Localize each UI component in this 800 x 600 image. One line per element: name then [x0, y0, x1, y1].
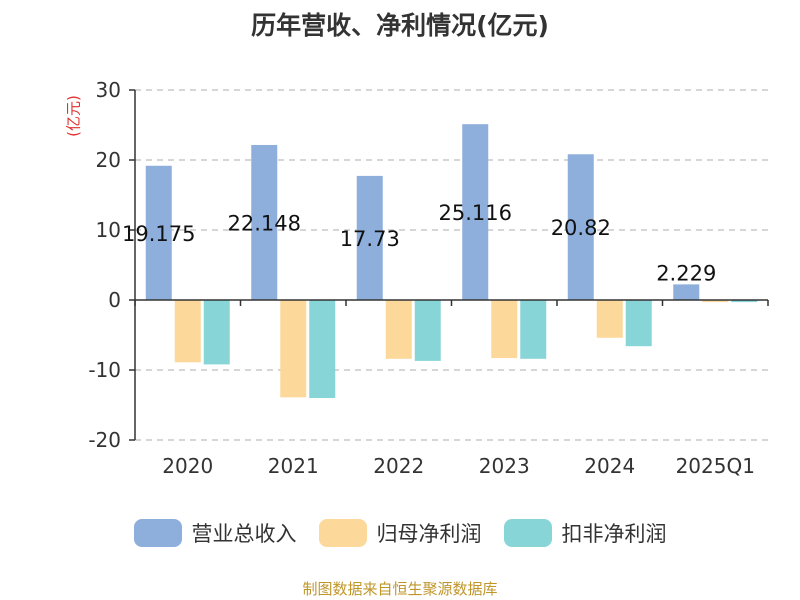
- legend-label-net-profit: 归母净利润: [376, 522, 482, 546]
- legend-item-revenue[interactable]: 营业总收入: [133, 518, 297, 548]
- legend-swatch-net-profit: [318, 519, 367, 547]
- data-label: 19.175: [122, 222, 195, 246]
- bar-series-0-2021: [251, 144, 278, 300]
- bar-series-0-2025Q1: [673, 284, 700, 300]
- bar-series-1-2025Q1: [702, 300, 729, 303]
- bar-series-2-2025Q1: [731, 300, 758, 303]
- legend-item-net-profit[interactable]: 归母净利润: [318, 518, 482, 548]
- axes: [129, 89, 769, 441]
- data-label: 25.116: [439, 201, 512, 225]
- legend-label-deducted-profit: 扣非净利润: [561, 522, 667, 546]
- bar-series-1-2022: [385, 300, 412, 359]
- bar-series-2-2022: [414, 300, 441, 361]
- bar-series-2-2020: [203, 300, 230, 365]
- bar-series-0-2020: [145, 165, 172, 300]
- bar-series-0-2024: [567, 154, 594, 300]
- bar-series-1-2023: [491, 300, 518, 359]
- bar-series-0-2022: [356, 175, 383, 300]
- data-source-note: 制图数据来自恒生聚源数据库: [302, 580, 498, 598]
- chart-title: 历年营收、净利情况(亿元): [251, 11, 549, 40]
- x-tick-label: 2022: [373, 454, 424, 478]
- bars: [145, 124, 758, 398]
- bar-series-2-2021: [309, 300, 336, 398]
- legend: 营业总收入 归母净利润 扣非净利润: [0, 518, 800, 548]
- y-tick-label: 20: [96, 148, 121, 172]
- y-tick-label: -20: [88, 428, 121, 452]
- y-tick-label: 10: [96, 218, 121, 242]
- x-tick-label: 2020: [162, 454, 213, 478]
- bar-series-1-2024: [596, 300, 623, 338]
- bar-series-0-2023: [462, 124, 489, 300]
- bar-series-2-2023: [520, 300, 547, 359]
- legend-item-deducted-profit[interactable]: 扣非净利润: [503, 518, 667, 548]
- x-tick-label: 2024: [584, 454, 635, 478]
- bar-series-2-2024: [625, 300, 652, 347]
- x-tick-label: 2025Q1: [676, 454, 755, 478]
- data-label: 20.82: [551, 216, 611, 240]
- bar-series-1-2021: [280, 300, 307, 398]
- legend-swatch-revenue: [133, 519, 182, 547]
- x-tick-label: 2021: [268, 454, 319, 478]
- data-label: 2.229: [656, 261, 716, 285]
- bar-series-1-2020: [174, 300, 201, 363]
- y-tick-label: 0: [108, 288, 121, 312]
- data-label: 17.73: [340, 227, 400, 251]
- legend-label-revenue: 营业总收入: [191, 522, 297, 546]
- x-tick-label: 2023: [479, 454, 530, 478]
- y-tick-label: 30: [96, 78, 121, 102]
- data-label: 22.148: [228, 211, 301, 235]
- y-tick-label: -10: [88, 358, 121, 382]
- labels: 30 20 10 0 -10 -20 2020 2021 2022 2023 2024 2025Q1 1…: [88, 78, 755, 478]
- legend-swatch-deducted-profit: [503, 519, 552, 547]
